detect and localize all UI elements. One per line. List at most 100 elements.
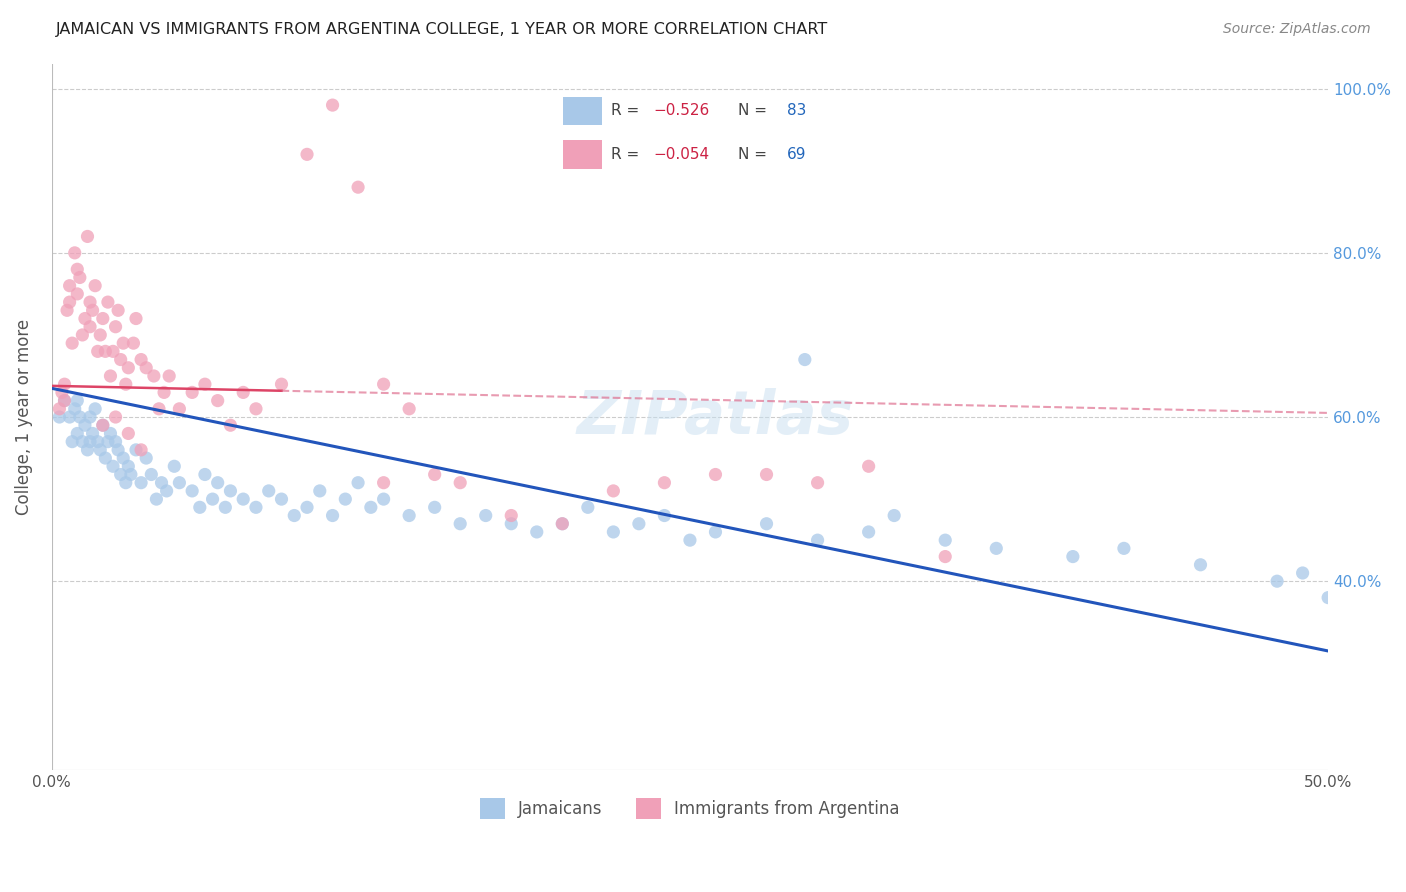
Point	[163, 459, 186, 474]
Point	[79, 319, 101, 334]
Point	[602, 483, 624, 498]
Point	[59, 410, 82, 425]
Point	[347, 180, 370, 194]
Point	[755, 516, 778, 531]
Point	[1112, 541, 1135, 556]
Point	[141, 467, 163, 482]
Point	[73, 418, 96, 433]
Point	[101, 459, 124, 474]
Point	[97, 295, 120, 310]
Point	[145, 492, 167, 507]
Point	[129, 352, 152, 367]
Point	[91, 311, 114, 326]
Point	[53, 393, 76, 408]
Point	[501, 508, 523, 523]
Point	[232, 492, 254, 507]
Point	[84, 278, 107, 293]
Point	[373, 377, 395, 392]
Point	[169, 475, 191, 490]
Point	[858, 459, 880, 474]
Point	[283, 508, 305, 523]
Point	[270, 492, 292, 507]
Point	[110, 467, 132, 482]
Point	[679, 533, 702, 548]
Point	[117, 360, 139, 375]
Point	[449, 475, 471, 490]
Point	[104, 434, 127, 449]
Point	[48, 410, 70, 425]
Point	[122, 336, 145, 351]
Point	[704, 467, 727, 482]
Point	[423, 467, 446, 482]
Point	[207, 475, 229, 490]
Point	[214, 500, 236, 515]
Point	[100, 426, 122, 441]
Point	[219, 483, 242, 498]
Point	[104, 319, 127, 334]
Point	[125, 311, 148, 326]
Point	[79, 295, 101, 310]
Point	[135, 360, 157, 375]
Point	[114, 475, 136, 490]
Point	[63, 401, 86, 416]
Point	[89, 327, 111, 342]
Point	[576, 500, 599, 515]
Point	[360, 500, 382, 515]
Point	[148, 401, 170, 416]
Point	[188, 500, 211, 515]
Point	[66, 262, 89, 277]
Point	[82, 426, 104, 441]
Point	[60, 336, 83, 351]
Point	[86, 344, 108, 359]
Point	[181, 483, 204, 498]
Point	[858, 524, 880, 539]
Point	[423, 500, 446, 515]
Point	[91, 418, 114, 433]
Point	[63, 245, 86, 260]
Point	[449, 516, 471, 531]
Point	[194, 377, 217, 392]
Point	[1062, 549, 1084, 564]
Point	[129, 442, 152, 457]
Point	[232, 385, 254, 400]
Point	[56, 303, 79, 318]
Point	[169, 401, 191, 416]
Point	[1265, 574, 1288, 589]
Point	[806, 533, 828, 548]
Point	[270, 377, 292, 392]
Point	[76, 229, 98, 244]
Point	[335, 492, 357, 507]
Point	[398, 401, 420, 416]
Point	[501, 516, 523, 531]
Point	[373, 492, 395, 507]
Point	[257, 483, 280, 498]
Point	[129, 475, 152, 490]
Point	[986, 541, 1008, 556]
Point	[51, 385, 73, 400]
Point	[153, 385, 176, 400]
Point	[66, 393, 89, 408]
Point	[66, 286, 89, 301]
Point	[125, 442, 148, 457]
Point	[76, 442, 98, 457]
Point	[53, 393, 76, 408]
Point	[704, 524, 727, 539]
Point	[295, 500, 318, 515]
Point	[59, 295, 82, 310]
Point	[94, 451, 117, 466]
Point	[82, 303, 104, 318]
Point	[219, 418, 242, 433]
Point	[53, 377, 76, 392]
Point	[245, 500, 267, 515]
Point	[86, 434, 108, 449]
Point	[48, 401, 70, 416]
Point	[602, 524, 624, 539]
Point	[1189, 558, 1212, 572]
Point	[157, 369, 180, 384]
Point	[107, 303, 129, 318]
Point	[347, 475, 370, 490]
Point	[94, 344, 117, 359]
Point	[66, 426, 89, 441]
Point	[84, 401, 107, 416]
Point	[120, 467, 142, 482]
